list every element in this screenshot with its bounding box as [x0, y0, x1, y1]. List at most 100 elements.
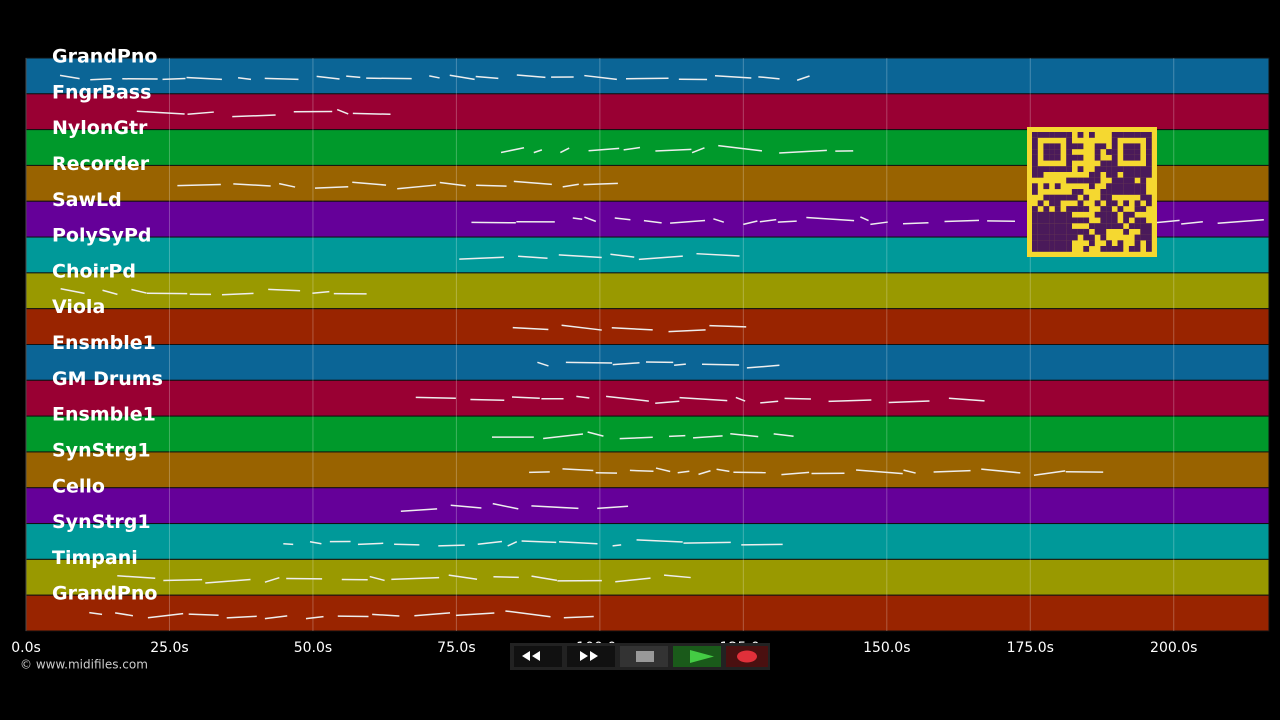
play-icon [690, 650, 714, 663]
note [369, 575, 385, 582]
qr-module [1094, 166, 1101, 172]
qr-module [1049, 246, 1055, 252]
note [796, 75, 810, 81]
note [828, 399, 872, 403]
note [450, 504, 482, 509]
note [533, 149, 543, 154]
qr-module [1100, 189, 1107, 195]
qr-module [1089, 223, 1095, 229]
qr-module [1123, 177, 1129, 184]
qr-module [1106, 194, 1112, 201]
note [414, 612, 451, 617]
note [643, 219, 662, 224]
note [668, 434, 686, 438]
qr-module [1049, 240, 1055, 247]
track-name: Timpani [52, 547, 138, 569]
track-name: Cello [52, 475, 105, 497]
qr-module [1049, 143, 1055, 150]
qr-module [1128, 183, 1135, 190]
qr-module [1140, 132, 1147, 138]
qr-module [1043, 246, 1050, 252]
qr-module [1106, 160, 1112, 167]
qr-module [1111, 246, 1118, 252]
qr-module [1049, 149, 1055, 155]
qr-code [1027, 127, 1157, 257]
note [611, 327, 653, 331]
note [718, 144, 763, 152]
qr-module [1123, 171, 1129, 178]
qr-module [1032, 240, 1038, 247]
qr-module [1071, 189, 1078, 195]
qr-module [1100, 228, 1107, 235]
note [902, 222, 929, 225]
qr-module [1106, 206, 1112, 212]
qr-module [1134, 166, 1141, 172]
note [136, 110, 185, 115]
rewind-icon [522, 651, 540, 661]
note [981, 468, 1021, 474]
qr-module [1032, 217, 1038, 224]
qr-module [1123, 183, 1129, 190]
qr-module [1117, 240, 1124, 247]
note [583, 182, 618, 186]
note [655, 148, 692, 152]
note [1181, 221, 1203, 225]
qr-module [1134, 154, 1141, 161]
qr-module [1117, 166, 1124, 172]
note [588, 147, 620, 152]
note [372, 613, 400, 617]
qr-module [1111, 189, 1118, 195]
qr-module [1077, 217, 1084, 224]
qr-module [1066, 149, 1072, 155]
tick-label: 150.0s [863, 640, 910, 656]
qr-module [1106, 166, 1112, 172]
note [475, 75, 499, 80]
qr-module [1100, 206, 1107, 212]
qr-module [1043, 166, 1050, 172]
note [903, 469, 916, 474]
note [391, 576, 440, 581]
qr-module [1128, 246, 1135, 252]
qr-module [1066, 194, 1072, 201]
note [626, 77, 669, 80]
qr-module [1111, 137, 1118, 144]
note [163, 578, 203, 582]
note [619, 436, 653, 440]
qr-module [1054, 132, 1061, 138]
qr-module [1054, 149, 1061, 155]
qr-module [1140, 228, 1147, 235]
qr-module [1054, 234, 1061, 241]
qr-module [1117, 183, 1124, 190]
note [605, 395, 649, 402]
note [670, 219, 706, 224]
qr-module [1134, 183, 1141, 190]
qr-module [1106, 149, 1112, 155]
qr-module [1066, 217, 1072, 224]
note [677, 470, 690, 474]
qr-module [1032, 206, 1038, 212]
track-lane [25, 487, 1270, 525]
qr-module [1060, 132, 1067, 138]
qr-module [1043, 183, 1050, 190]
qr-module [1032, 234, 1038, 241]
qr-module [1089, 240, 1095, 247]
note [701, 363, 740, 366]
qr-module [1128, 171, 1135, 178]
note [394, 543, 420, 546]
note [629, 469, 654, 472]
qr-module [1066, 211, 1072, 218]
qr-module [1146, 194, 1152, 201]
qr-module [1134, 234, 1141, 241]
track-name: Ensmble1 [52, 404, 156, 426]
qr-module [1066, 228, 1072, 235]
qr-module [1071, 228, 1078, 235]
note [226, 615, 257, 619]
qr-module [1043, 217, 1050, 224]
note [187, 111, 214, 116]
qr-module [1134, 206, 1141, 212]
note [856, 469, 903, 475]
qr-module [1146, 228, 1152, 235]
note [679, 396, 728, 402]
qr-module [1077, 206, 1084, 212]
